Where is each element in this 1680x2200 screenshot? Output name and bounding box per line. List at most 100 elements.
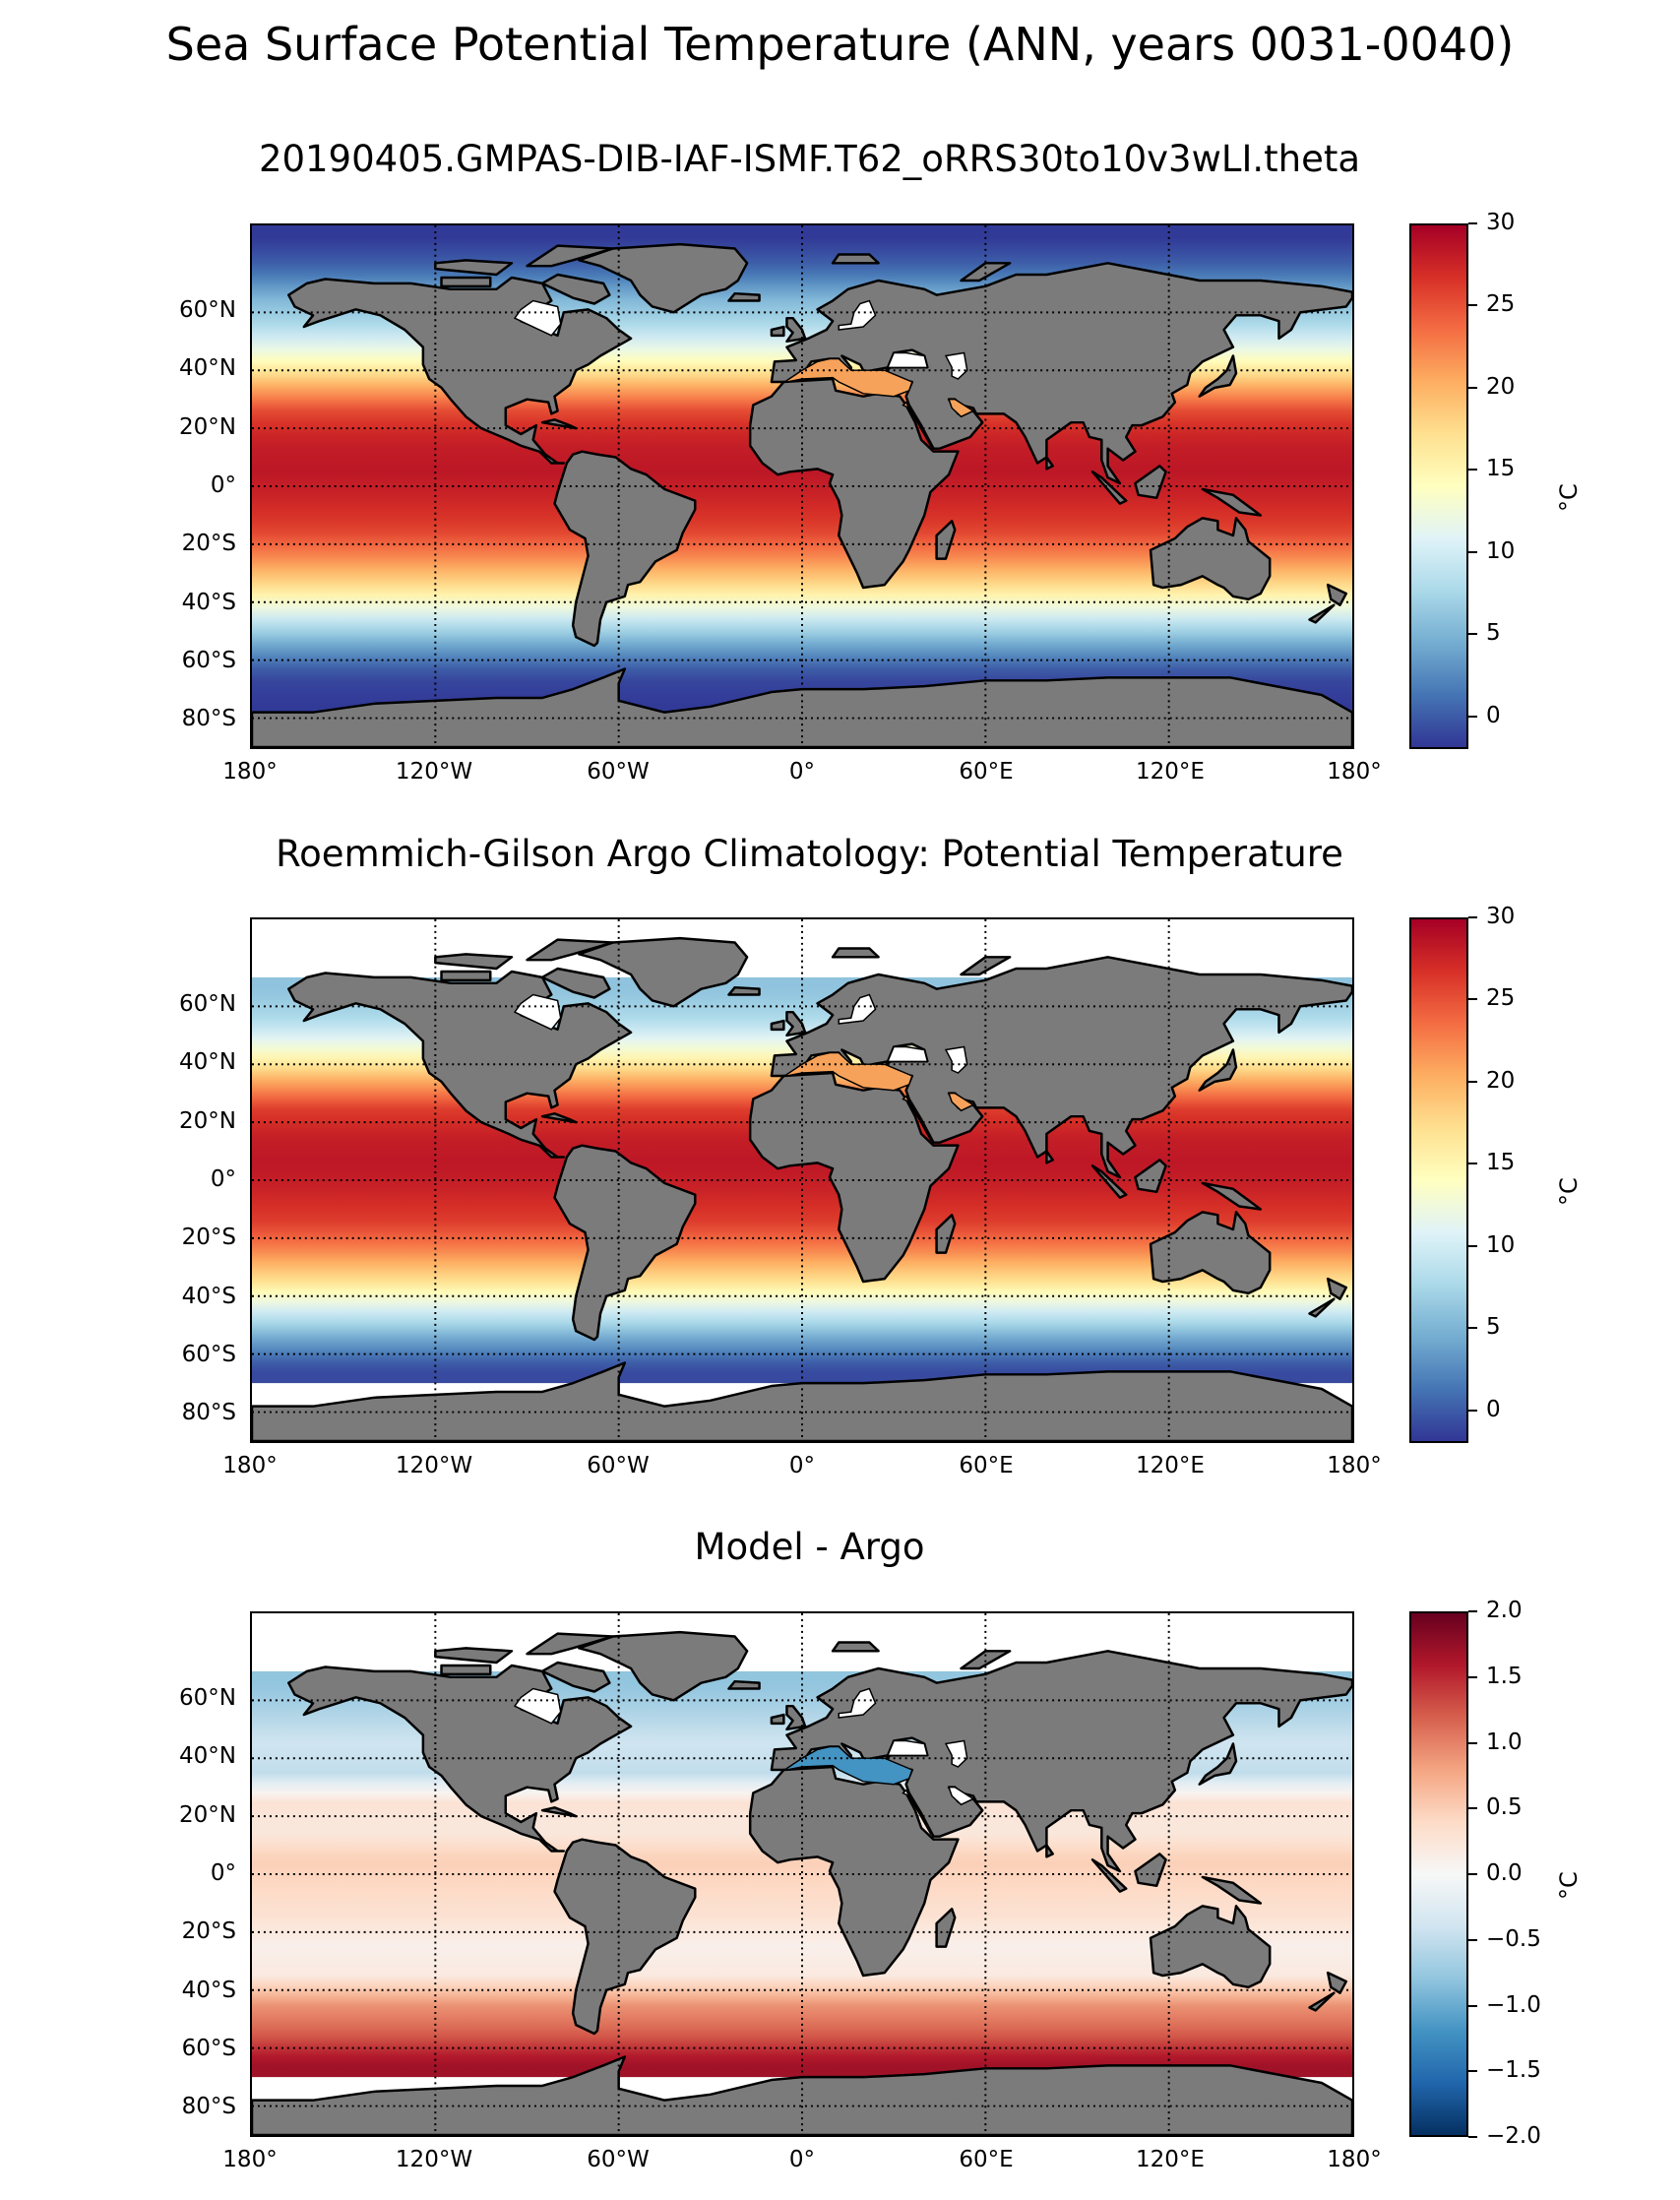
colorbar-tick-mark [1468,1873,1477,1875]
land-japan [1198,354,1238,398]
x-tick-label: 180° [1327,759,1382,785]
land-canadian-archipelago [434,953,514,971]
land-madagascar [935,1908,957,1948]
land-great-britain [785,1010,807,1037]
colorbar-tick-label: 0.0 [1486,1860,1523,1886]
land-great-britain [785,316,807,344]
y-tick-label: 60°S [181,648,236,673]
sea-red-sea [902,1095,935,1144]
sea-persian-gulf [948,1092,975,1112]
x-tick-label: 60°E [959,2147,1014,2172]
land-south-america [553,450,697,648]
y-tick-label: 40°S [181,589,236,615]
colorbar-tick-label: 30 [1486,904,1516,929]
y-tick-label: 20°N [179,1801,236,1828]
y-tick-label: 80°S [181,1400,236,1426]
land-sri-lanka [1045,1150,1054,1164]
colorbar-tick-label: 0 [1486,1396,1501,1422]
land-sumatra [1090,471,1128,505]
x-tick-label: 60°W [587,2147,650,2172]
x-tick-label: 120°E [1136,2147,1205,2172]
y-tick-label: 40°N [179,1743,236,1770]
panel-1-map [250,223,1354,749]
sea-caspian-sea [944,351,968,380]
colorbar-tick-mark [1468,1327,1477,1330]
sea-caspian-sea [944,1739,968,1768]
land-australia [1149,1905,1272,1989]
y-tick-label: 60°N [179,1685,236,1711]
y-tick-label: 20°S [181,1918,236,1945]
x-tick-label: 180° [222,759,278,785]
land-sumatra [1090,1858,1128,1893]
sea-persian-gulf [948,1786,975,1806]
colorbar-tick-mark [1468,998,1477,1001]
sea-baltic-sea [838,1687,877,1719]
panel-2-map [250,917,1354,1443]
land-australia [1149,517,1272,601]
colorbar-tick-label: 20 [1486,373,1516,400]
land-australia [1149,1211,1272,1295]
colorbar-tick-mark [1468,1080,1477,1083]
panel-3-map [250,1611,1354,2137]
x-tick-label: 180° [222,1453,278,1478]
x-tick-label: 60°E [959,1453,1014,1478]
land-sri-lanka [1045,456,1054,471]
land-borneo [1134,465,1167,500]
y-tick-label: 0° [210,1860,236,1886]
land-eurasia [770,1650,1352,1873]
y-tick-label: 20°N [179,413,236,440]
x-tick-label: 120°E [1136,759,1205,785]
x-tick-label: 180° [222,2147,278,2172]
x-tick-label: 0° [788,1453,816,1478]
colorbar-tick-label: 1.5 [1486,1663,1523,1689]
land-madagascar [935,1214,957,1254]
sea-baltic-sea [838,299,877,331]
colorbar-tick-mark [1468,469,1477,471]
sea-hudson-bay [513,1687,562,1725]
sea-persian-gulf [948,398,975,418]
sea-hudson-bay [513,993,562,1031]
sea-black-sea [886,1045,929,1063]
y-tick-label: 60°N [179,297,236,323]
panel-2-colorbar [1409,917,1468,1443]
colorbar-tick-mark [1468,1807,1477,1810]
x-tick-label: 180° [1327,1453,1382,1478]
colorbar-tick-label: 10 [1486,1231,1516,1258]
land-madagascar [935,520,957,560]
x-tick-label: 0° [788,2147,816,2172]
sea-hudson-bay [513,299,562,337]
land-iceland [727,985,761,996]
y-tick-label: 80°S [181,706,236,732]
sea-black-sea [886,351,929,369]
colorbar-tick-label: −2.0 [1486,2123,1541,2149]
colorbar-tick-label: 15 [1486,1150,1516,1176]
colorbar-tick-mark [1468,386,1477,389]
colorbar-tick-label: 5 [1486,620,1501,647]
land-great-britain [785,1704,807,1731]
land-canadian-archipelago [434,259,514,277]
panel-1-title: 20190405.GMPAS-DIB-IAF-ISMF.T62_oRRS30to… [258,138,1361,180]
x-tick-label: 60°W [587,1453,650,1478]
land-ireland [770,1019,785,1032]
land-greenland [578,1630,749,1702]
colorbar-tick-mark [1468,304,1477,307]
panel-3-colorbar [1409,1611,1468,2137]
colorbar-tick-mark [1468,222,1477,224]
figure-suptitle: Sea Surface Potential Temperature (ANN, … [165,18,1515,71]
colorbar-tick-mark [1468,633,1477,636]
land-ellesmere-island [526,1632,614,1656]
colorbar-tick-mark [1468,1938,1477,1941]
colorbar-tick-mark [1468,1244,1477,1247]
land-novaya-zemlya [960,1650,1012,1670]
land-iceland [727,291,761,302]
land-svalbard [831,1641,880,1653]
map-canvas [252,1613,1352,2135]
land-japan [1198,1048,1238,1092]
land-svalbard [831,947,880,959]
sea-baltic-sea [838,993,877,1025]
y-tick-label: 60°S [181,2036,236,2061]
land-novaya-zemlya [960,956,1012,976]
panel-1-colorbar-label: °C [1555,483,1583,512]
colorbar-tick-label: 15 [1486,456,1516,482]
colorbar-tick-mark [1468,2004,1477,2007]
